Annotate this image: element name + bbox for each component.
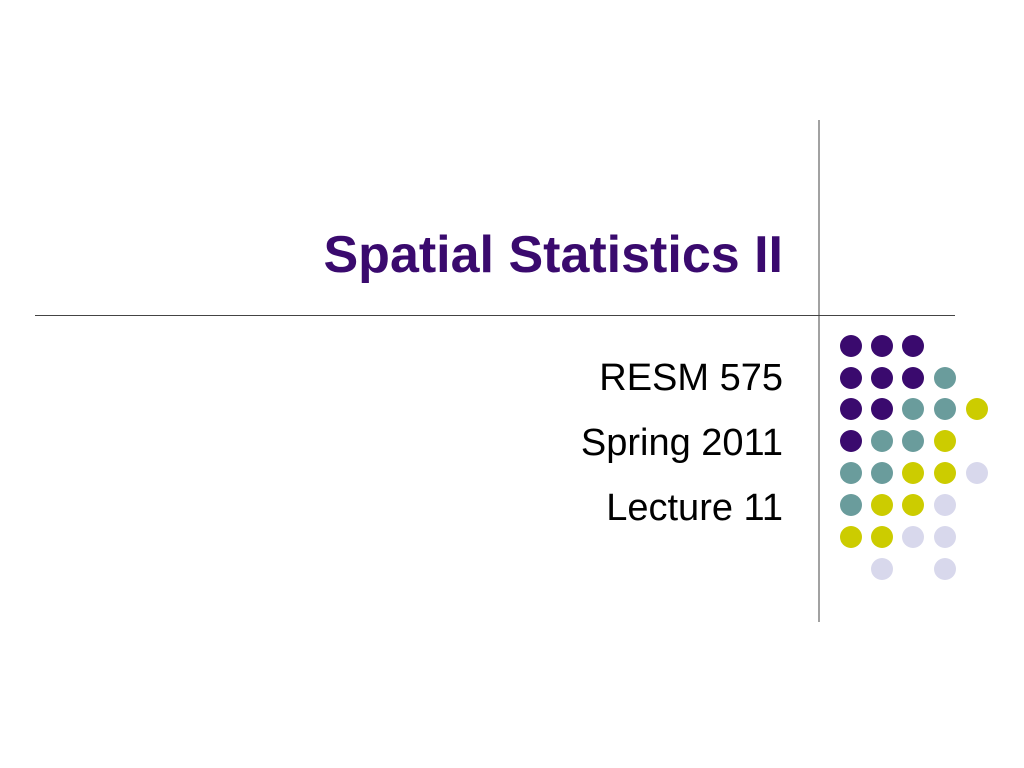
dot [902,462,924,484]
dot [966,398,988,420]
dot [902,430,924,452]
dot [840,430,862,452]
dot [871,398,893,420]
dot [934,367,956,389]
dot [934,430,956,452]
subtitle-line: Lecture 11 [606,487,783,529]
dot [902,526,924,548]
dot [840,367,862,389]
dot [902,494,924,516]
dot [871,526,893,548]
dot [871,430,893,452]
dot [871,494,893,516]
dot-pattern [840,335,988,580]
dot [871,558,893,580]
dot [840,398,862,420]
dot [934,462,956,484]
dot [902,335,924,357]
dot [840,494,862,516]
dot [871,462,893,484]
dot [871,335,893,357]
subtitle-line: RESM 575 [599,357,783,399]
slide-title: Spatial Statistics II [324,226,784,284]
subtitle-line: Spring 2011 [581,422,783,464]
dot [840,335,862,357]
dot [966,462,988,484]
dot [902,398,924,420]
dot [934,494,956,516]
dot [902,367,924,389]
dot [934,526,956,548]
dot [934,398,956,420]
dot [871,367,893,389]
dot [840,526,862,548]
dot [840,462,862,484]
dot [934,558,956,580]
